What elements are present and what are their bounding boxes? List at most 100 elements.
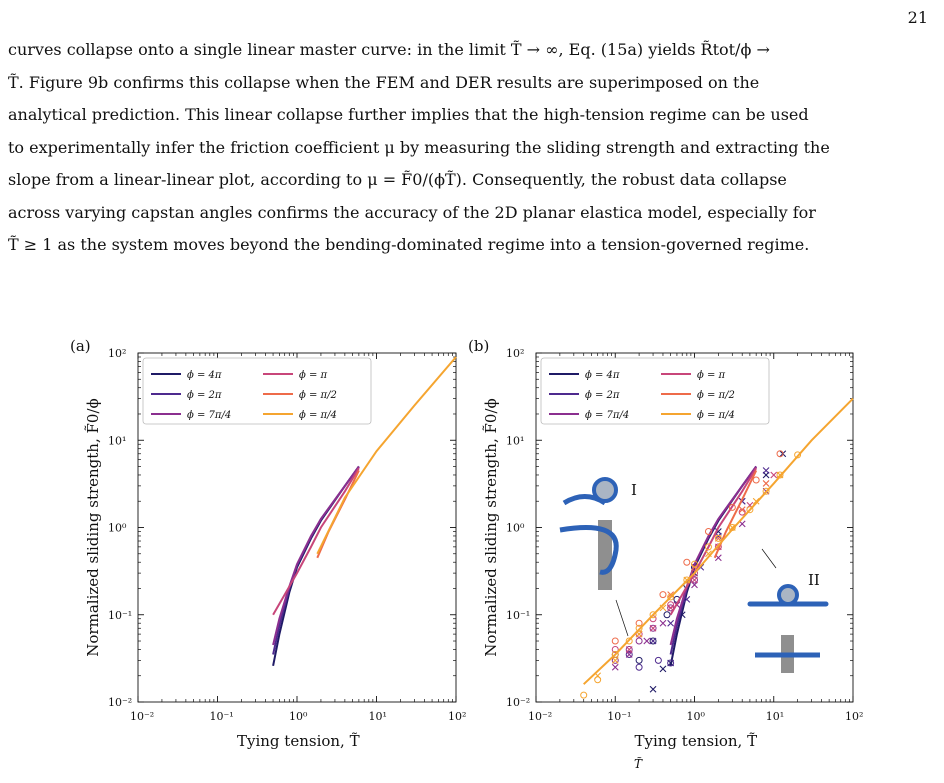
data-point-cross xyxy=(714,532,722,540)
series-line xyxy=(669,465,758,655)
legend-label: ϕ = π xyxy=(299,370,328,381)
data-point-cross xyxy=(667,619,675,627)
data-point-cross xyxy=(738,506,746,514)
paragraph-line: analytical prediction. This linear colla… xyxy=(8,105,809,124)
y-tick-label: 10⁻² xyxy=(108,696,132,709)
data-point-circle xyxy=(746,506,754,514)
data-point-circle xyxy=(635,624,643,632)
data-point-cross xyxy=(762,480,770,487)
annotation-label: II xyxy=(808,571,820,589)
annotation-label: I xyxy=(631,481,637,499)
data-point-circle xyxy=(762,487,770,495)
data-point-cross xyxy=(728,524,736,531)
legend-label: ϕ = π/2 xyxy=(299,390,337,401)
data-point-cross xyxy=(649,624,657,632)
data-point-cross xyxy=(659,604,667,612)
body-paragraph: curves collapse onto a single linear mas… xyxy=(8,34,936,262)
legend-label: ϕ = π xyxy=(697,370,726,381)
data-point-circle xyxy=(752,476,760,484)
data-point-circle xyxy=(714,534,722,542)
data-point-circle xyxy=(683,558,691,566)
x-tick-label: 10⁻² xyxy=(130,710,154,723)
y-tick-label: 10⁰ xyxy=(506,522,525,535)
data-point-circle xyxy=(776,471,784,479)
y-tick-label: 10⁻² xyxy=(506,696,530,709)
data-point-cross xyxy=(625,646,633,653)
capstan-loop xyxy=(592,477,618,503)
x-tick-label: 10⁻¹ xyxy=(607,710,631,723)
series-line xyxy=(272,465,360,646)
data-point-circle xyxy=(625,637,633,645)
paragraph-line: across varying capstan angles confirms t… xyxy=(8,202,816,222)
data-point-circle xyxy=(625,645,633,653)
data-point-circle xyxy=(635,619,643,627)
x-tick-label: 10¹ xyxy=(766,710,784,723)
panel-label: (a) xyxy=(70,337,91,355)
data-point-circle xyxy=(635,656,643,664)
x-axis-label: Tying tension, T̃ xyxy=(635,732,758,750)
data-point-cross xyxy=(659,619,667,627)
y-axis-label: Normalized sliding strength, F̃0/ϕ xyxy=(84,398,102,656)
data-point-circle xyxy=(794,451,802,459)
rope-segment xyxy=(559,525,619,575)
series-line xyxy=(669,465,758,646)
y-tick-label: 10⁻¹ xyxy=(506,609,530,622)
series-line xyxy=(316,356,457,555)
data-point-circle xyxy=(691,560,698,568)
data-point-circle xyxy=(654,656,662,664)
data-point-cross xyxy=(683,576,691,584)
page-number: 21 xyxy=(907,8,928,27)
y-tick-label: 10⁻¹ xyxy=(108,609,132,622)
x-axis-label: Tying tension, T̃ xyxy=(237,732,360,750)
paragraph-line: T̃. Figure 9b confirms this collapse whe… xyxy=(8,72,760,92)
y-tick-label: 10¹ xyxy=(108,434,126,447)
data-point-cross xyxy=(659,665,667,673)
paragraph-line: T̃ ≥ 1 as the system moves beyond the be… xyxy=(8,235,810,254)
y-tick-label: 10² xyxy=(506,347,524,360)
y-tick-label: 10² xyxy=(108,347,126,360)
x-tick-label: 10² xyxy=(845,710,863,723)
legend-label: ϕ = 4π xyxy=(585,370,620,381)
x-tick-label: 10⁰ xyxy=(289,710,308,723)
data-point-circle xyxy=(649,637,657,645)
data-point-cross xyxy=(667,591,675,599)
data-point-cross xyxy=(643,637,651,645)
data-point-circle xyxy=(649,624,657,632)
data-point-circle xyxy=(776,450,784,458)
data-point-circle xyxy=(728,524,736,531)
data-point-cross xyxy=(635,630,643,638)
data-point-circle xyxy=(704,543,712,551)
data-point-cross xyxy=(649,637,657,645)
paragraph-line: slope from a linear-linear plot, accordi… xyxy=(8,170,787,189)
paragraph-line: curves collapse onto a single linear mas… xyxy=(8,40,770,59)
x-tick-label: 10⁰ xyxy=(687,710,706,723)
data-point-circle xyxy=(611,651,619,659)
data-point-cross xyxy=(611,656,619,664)
legend-label: ϕ = 4π xyxy=(187,370,222,381)
data-point-circle xyxy=(611,637,619,645)
data-point-cross xyxy=(762,467,770,474)
data-point-circle xyxy=(625,651,633,659)
data-point-cross xyxy=(691,581,698,589)
y-tick-label: 10⁰ xyxy=(108,522,127,535)
series-line xyxy=(669,467,758,616)
data-point-cross xyxy=(705,550,712,558)
data-point-circle xyxy=(667,593,675,601)
data-point-cross xyxy=(776,471,784,479)
legend-label: ϕ = 2π xyxy=(585,390,620,401)
y-tick-label: 10¹ xyxy=(506,434,524,447)
data-point-circle xyxy=(683,576,691,584)
data-point-cross xyxy=(611,663,619,671)
legend-label: ϕ = 7π/4 xyxy=(585,410,629,421)
data-point-circle xyxy=(691,569,698,577)
legend-box xyxy=(142,357,372,425)
data-point-circle xyxy=(594,676,602,684)
data-point-cross xyxy=(752,497,760,505)
legend-label: ϕ = π/2 xyxy=(697,390,735,401)
series-line xyxy=(583,397,854,685)
legend-label: ϕ = π/4 xyxy=(697,410,735,421)
panel-label: (b) xyxy=(468,337,489,355)
data-point-circle xyxy=(649,611,657,619)
data-point-cross xyxy=(649,685,657,693)
